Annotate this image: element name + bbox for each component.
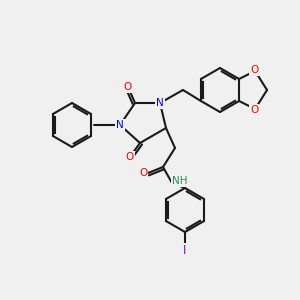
Text: NH: NH: [172, 176, 188, 186]
Text: O: O: [250, 105, 258, 115]
Text: O: O: [126, 152, 134, 162]
Text: O: O: [139, 168, 147, 178]
Text: N: N: [116, 120, 124, 130]
Text: O: O: [124, 82, 132, 92]
Text: O: O: [250, 65, 258, 75]
Text: I: I: [183, 244, 187, 257]
Text: N: N: [156, 98, 164, 108]
